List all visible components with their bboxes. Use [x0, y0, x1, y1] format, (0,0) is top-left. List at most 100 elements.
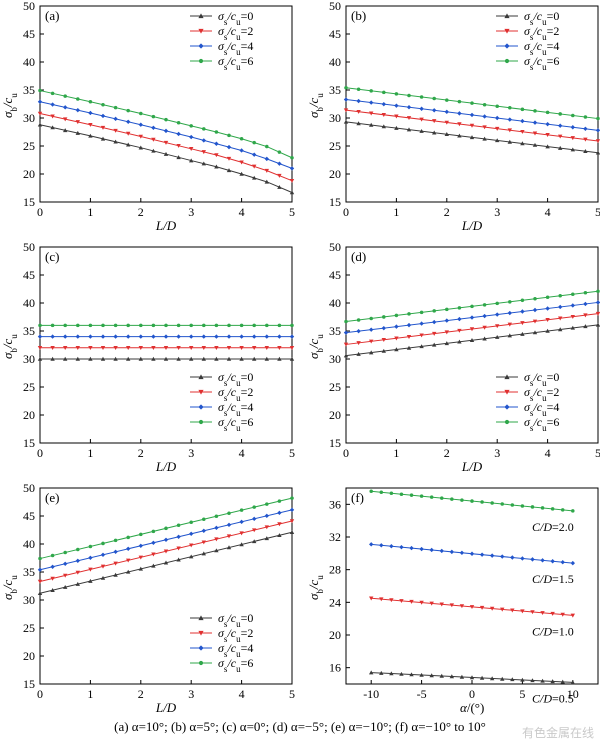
- data-point: [560, 612, 565, 617]
- legend-marker: [504, 389, 510, 395]
- data-point: [38, 323, 42, 328]
- data-point: [520, 309, 525, 314]
- legend-marker: [504, 58, 510, 64]
- data-point: [409, 599, 414, 604]
- data-point: [50, 323, 55, 328]
- data-point: [88, 133, 93, 138]
- data-point: [139, 111, 143, 116]
- data-point: [406, 322, 412, 328]
- data-point: [583, 137, 588, 142]
- data-point: [50, 102, 55, 107]
- data-point: [520, 609, 525, 614]
- series-1: [37, 519, 295, 584]
- data-point: [113, 561, 118, 566]
- data-point: [277, 499, 282, 503]
- y-tick-label: 30: [23, 111, 35, 125]
- data-point: [440, 496, 444, 500]
- data-point: [214, 537, 219, 542]
- data-point: [201, 540, 206, 545]
- data-point: [459, 604, 465, 609]
- x-tick-label: 5: [595, 205, 600, 219]
- data-point: [151, 540, 156, 545]
- data-point: [595, 322, 600, 327]
- data-point: [450, 497, 454, 501]
- data-point: [409, 493, 414, 497]
- data-point: [163, 549, 169, 554]
- data-point: [419, 106, 424, 111]
- data-point: [50, 91, 55, 96]
- x-tick-label: 4: [239, 446, 245, 460]
- data-point: [113, 323, 118, 328]
- data-point: [520, 298, 525, 303]
- x-tick-label: 2: [444, 446, 450, 460]
- data-point: [88, 100, 93, 104]
- data-point: [457, 111, 462, 116]
- data-point: [419, 333, 424, 338]
- data-point: [189, 543, 194, 548]
- data-point: [379, 490, 384, 495]
- data-point: [226, 356, 232, 361]
- data-point: [50, 588, 55, 592]
- data-point: [226, 545, 232, 550]
- data-point: [545, 133, 550, 137]
- data-point: [469, 338, 475, 342]
- data-point: [532, 142, 538, 147]
- data-point: [469, 551, 475, 556]
- data-point: [356, 351, 361, 356]
- panel-tag: (c): [45, 249, 59, 264]
- data-point: [457, 99, 462, 104]
- data-point: [394, 336, 399, 341]
- data-point: [239, 136, 244, 141]
- data-point: [101, 541, 105, 546]
- data-point: [399, 599, 404, 604]
- legend-marker: [504, 43, 510, 49]
- data-point: [489, 676, 495, 681]
- x-tick-label: 5: [289, 205, 295, 219]
- data-point: [151, 356, 156, 361]
- data-point: [37, 99, 43, 104]
- data-point: [595, 311, 600, 316]
- data-point: [75, 570, 80, 575]
- y-tick-label: 20: [23, 167, 35, 181]
- y-tick-label: 32: [329, 530, 341, 544]
- data-point: [495, 138, 500, 143]
- data-point: [419, 672, 424, 677]
- y-axis-label: σb/cu: [306, 93, 325, 118]
- data-point: [239, 160, 244, 165]
- data-point: [429, 547, 434, 553]
- data-point: [369, 596, 374, 601]
- legend-label: σs/cu=0: [218, 611, 253, 629]
- data-point: [226, 522, 232, 528]
- data-point: [394, 324, 399, 329]
- data-point: [265, 144, 269, 149]
- data-point: [277, 356, 282, 361]
- data-point: [189, 356, 194, 361]
- x-tick-label: 3: [188, 205, 194, 219]
- y-axis-label: σb/cu: [0, 334, 19, 359]
- x-tick-label: 5: [289, 446, 295, 460]
- x-tick-label: 3: [494, 205, 500, 219]
- figure-caption: (a) α=10°; (b) α=5°; (c) α=0°; (d) α=−5°…: [114, 719, 486, 734]
- data-point: [520, 321, 525, 326]
- data-point: [596, 116, 600, 121]
- data-point: [138, 145, 143, 150]
- x-tick-label: 5: [289, 687, 295, 701]
- data-point: [126, 546, 131, 551]
- data-point: [470, 499, 474, 503]
- data-point: [489, 553, 495, 558]
- data-point: [439, 548, 444, 554]
- data-point: [227, 323, 231, 328]
- y-tick-label: 40: [23, 55, 35, 69]
- data-point: [214, 130, 219, 134]
- data-point: [389, 491, 394, 495]
- data-point: [532, 307, 538, 313]
- x-axis-label: L/D: [461, 459, 483, 474]
- data-point: [252, 539, 257, 544]
- data-point: [126, 535, 130, 540]
- data-point: [369, 100, 374, 105]
- data-point: [63, 356, 68, 361]
- data-point: [151, 552, 156, 557]
- y-tick-label: 45: [23, 27, 35, 41]
- data-point: [290, 156, 294, 160]
- data-point: [389, 671, 394, 676]
